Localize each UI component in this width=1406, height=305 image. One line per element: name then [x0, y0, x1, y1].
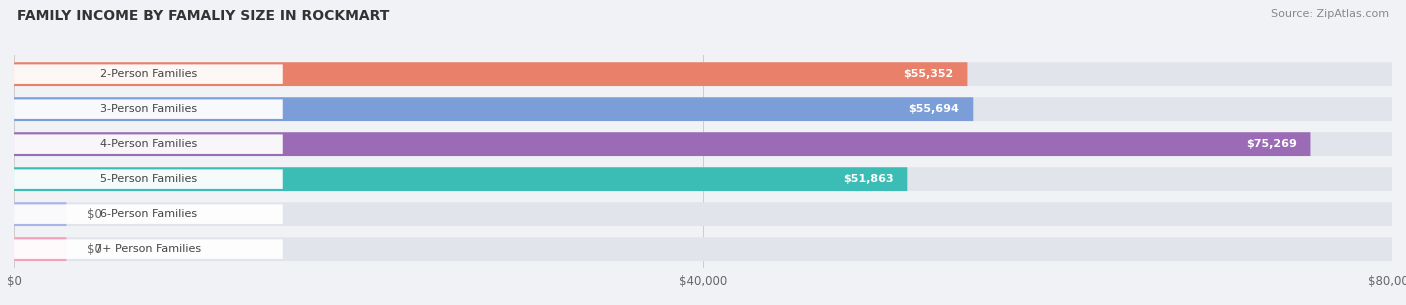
FancyBboxPatch shape [14, 135, 283, 154]
FancyBboxPatch shape [14, 167, 1392, 191]
FancyBboxPatch shape [14, 62, 1392, 86]
Text: $0: $0 [87, 208, 103, 221]
Text: 5-Person Families: 5-Person Families [100, 174, 197, 184]
Text: 4-Person Families: 4-Person Families [100, 139, 197, 149]
FancyBboxPatch shape [14, 204, 283, 224]
FancyBboxPatch shape [14, 239, 283, 259]
Text: $75,269: $75,269 [1246, 139, 1296, 149]
FancyBboxPatch shape [14, 99, 283, 119]
FancyBboxPatch shape [14, 237, 1392, 261]
Text: 3-Person Families: 3-Person Families [100, 104, 197, 114]
FancyBboxPatch shape [14, 202, 1392, 226]
FancyBboxPatch shape [14, 132, 1392, 156]
Text: $0: $0 [87, 243, 103, 256]
FancyBboxPatch shape [14, 202, 66, 226]
Text: 6-Person Families: 6-Person Families [100, 209, 197, 219]
Text: Source: ZipAtlas.com: Source: ZipAtlas.com [1271, 9, 1389, 19]
FancyBboxPatch shape [14, 167, 907, 191]
FancyBboxPatch shape [14, 64, 283, 84]
FancyBboxPatch shape [14, 132, 1310, 156]
FancyBboxPatch shape [14, 62, 967, 86]
Text: FAMILY INCOME BY FAMALIY SIZE IN ROCKMART: FAMILY INCOME BY FAMALIY SIZE IN ROCKMAR… [17, 9, 389, 23]
Text: $55,352: $55,352 [904, 69, 953, 79]
FancyBboxPatch shape [14, 169, 283, 189]
FancyBboxPatch shape [14, 97, 1392, 121]
Text: $55,694: $55,694 [908, 104, 959, 114]
FancyBboxPatch shape [14, 237, 66, 261]
Text: 2-Person Families: 2-Person Families [100, 69, 197, 79]
Text: $51,863: $51,863 [844, 174, 894, 184]
FancyBboxPatch shape [14, 97, 973, 121]
Text: 7+ Person Families: 7+ Person Families [96, 244, 201, 254]
